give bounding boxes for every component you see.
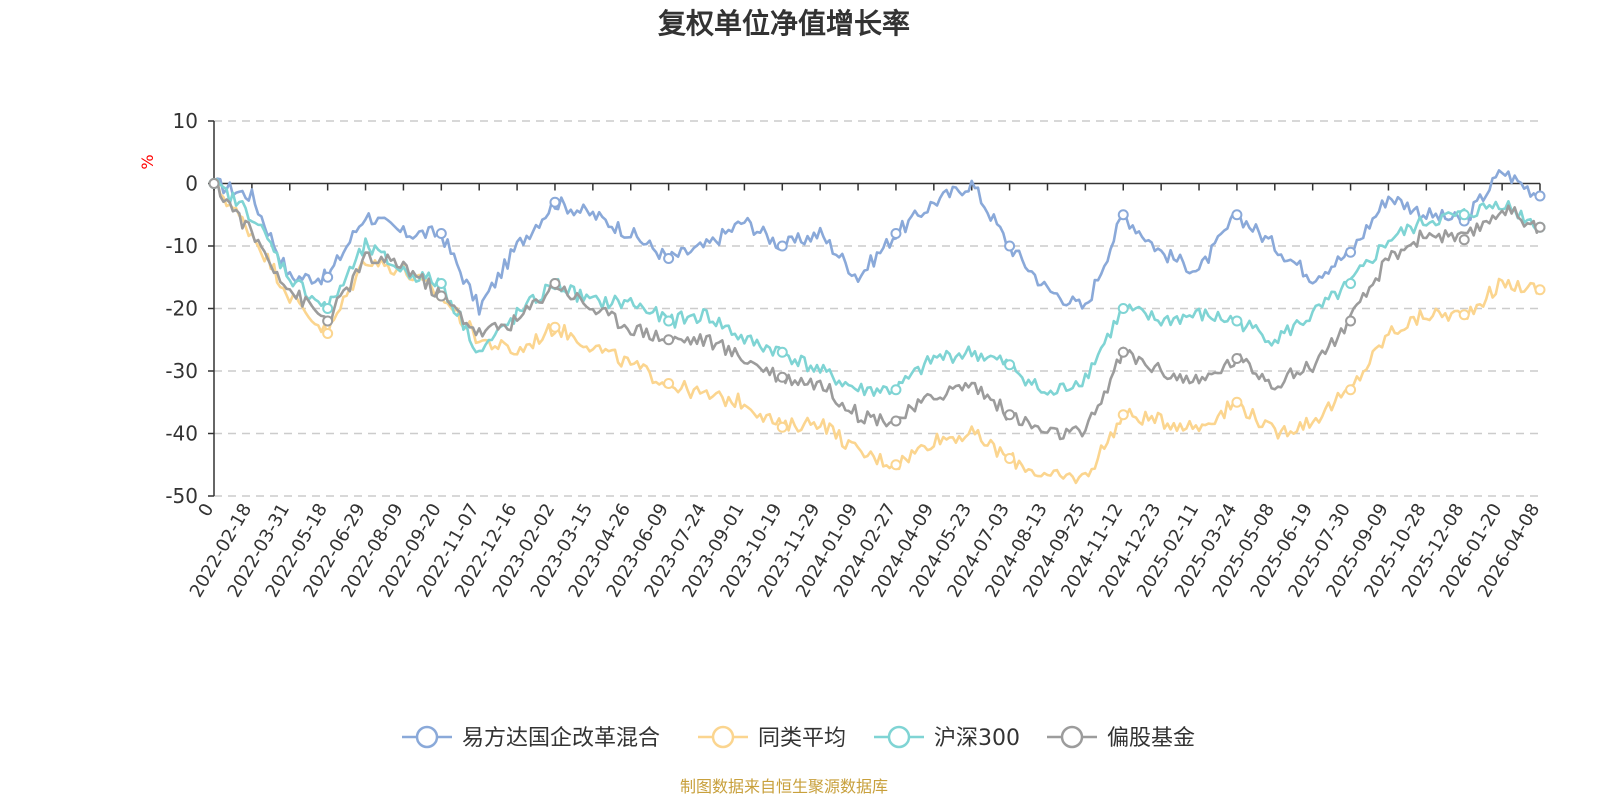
data-point	[1345, 315, 1357, 327]
legend-item[interactable]: 同类平均	[698, 725, 846, 751]
data-point	[1117, 209, 1129, 221]
data-point	[663, 253, 675, 264]
data-point	[890, 459, 902, 471]
legend-circle-icon	[711, 725, 735, 749]
y-tick-label: -40	[165, 422, 198, 446]
data-point	[1117, 346, 1129, 358]
data-point	[663, 315, 675, 327]
series-line	[212, 178, 1541, 397]
data-point	[1534, 221, 1546, 233]
data-point	[549, 196, 561, 208]
source-note: 制图数据来自恒生聚源数据库	[680, 777, 888, 796]
y-axis-unit: %	[138, 154, 157, 169]
data-point	[1345, 278, 1357, 289]
data-point	[322, 303, 334, 314]
data-point	[1231, 396, 1243, 408]
data-point	[1458, 309, 1470, 321]
data-point	[776, 346, 788, 358]
data-point	[1004, 409, 1016, 421]
series-lines	[208, 169, 1546, 485]
y-tick-label: -10	[165, 234, 198, 258]
data-point	[1117, 409, 1129, 421]
series-line	[213, 179, 1542, 441]
x-tick-label: 0	[194, 500, 218, 520]
data-point	[549, 278, 561, 289]
x-tick-labels: 02022-02-182022-03-312022-05-182022-06-2…	[186, 500, 1545, 601]
data-point	[776, 371, 788, 383]
legend-label: 沪深300	[934, 726, 1020, 751]
y-tick-label: 0	[185, 172, 198, 196]
y-tick-label: -20	[165, 297, 198, 321]
legend-circle-icon	[415, 725, 439, 749]
chart-title: 复权单位净值增长率	[658, 7, 910, 40]
data-point	[1458, 234, 1470, 246]
data-point	[1231, 209, 1243, 221]
data-point	[1458, 209, 1470, 221]
data-point	[322, 328, 334, 339]
data-point	[1004, 453, 1016, 464]
data-point	[1004, 359, 1016, 371]
data-point	[435, 228, 447, 239]
series-line	[212, 169, 1541, 316]
data-point	[1117, 303, 1129, 314]
data-point	[890, 384, 902, 396]
data-point	[663, 334, 675, 346]
data-point	[1345, 246, 1357, 258]
legend-label: 易方达国企改革混合	[462, 726, 660, 751]
legend-circle-icon	[1060, 725, 1084, 749]
legend-label: 偏股基金	[1107, 726, 1195, 751]
data-point	[1231, 353, 1243, 364]
data-point	[322, 315, 334, 327]
legend-item[interactable]: 易方达国企改革混合	[402, 725, 660, 751]
y-tick-labels: 10 0 -10 -20 -30 -40 -50	[165, 109, 198, 508]
data-point	[435, 290, 447, 302]
legend-label: 同类平均	[758, 726, 846, 751]
grid-lines	[214, 120, 1540, 497]
data-point	[549, 321, 561, 333]
data-point	[890, 415, 902, 427]
data-point	[1231, 315, 1243, 327]
data-point	[208, 178, 220, 189]
data-point	[1004, 240, 1016, 252]
y-tick-label: -30	[165, 359, 198, 383]
data-point	[1534, 190, 1546, 202]
data-point	[322, 271, 334, 283]
y-tick-label: -50	[165, 484, 198, 508]
data-point	[1534, 284, 1546, 296]
data-point	[776, 240, 788, 252]
legend-item[interactable]: 偏股基金	[1047, 725, 1195, 751]
legend[interactable]: 易方达国企改革混合 同类平均 沪深300 偏股基金	[402, 725, 1195, 751]
data-point	[435, 278, 447, 289]
data-point	[776, 421, 788, 433]
data-point	[1345, 384, 1357, 396]
legend-circle-icon	[887, 725, 911, 749]
legend-item[interactable]: 沪深300	[874, 725, 1020, 751]
data-point	[663, 378, 675, 389]
y-tick-label: 10	[173, 109, 198, 133]
data-point	[890, 228, 902, 239]
